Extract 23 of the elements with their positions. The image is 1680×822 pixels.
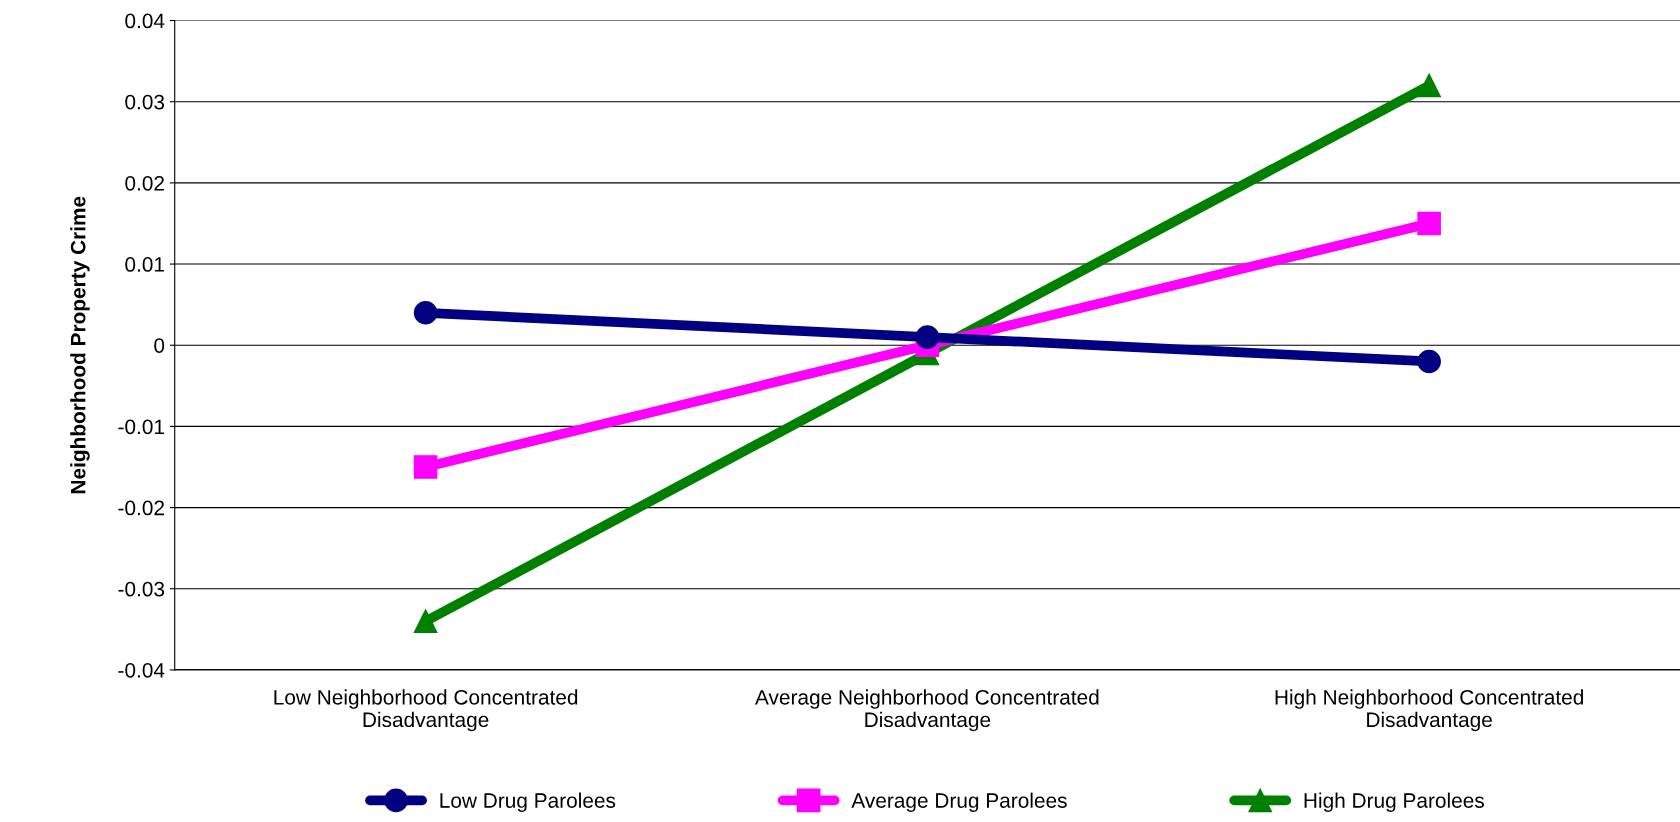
point bbox=[1417, 73, 1441, 98]
point bbox=[1417, 349, 1441, 374]
y-tick-label: 0.04 bbox=[125, 13, 165, 29]
y-tick-label: 0.02 bbox=[125, 175, 164, 191]
x-tick-label: Average Neighborhood Concentrated Disadvantage bbox=[755, 689, 1099, 732]
y-axis-title: Neighborhood Property Crime bbox=[70, 196, 90, 494]
y-tick-label: -0.03 bbox=[118, 581, 165, 597]
y-tick-label: -0.02 bbox=[118, 500, 164, 516]
point bbox=[915, 325, 940, 349]
point bbox=[413, 609, 438, 634]
point bbox=[413, 455, 438, 479]
point bbox=[1417, 211, 1441, 236]
y-tick-label: 0 bbox=[154, 338, 165, 353]
y-tick-label: -0.04 bbox=[118, 662, 165, 678]
point bbox=[413, 300, 438, 325]
x-tick-label: High Neighborhood Concentrated Disadvantage bbox=[1275, 689, 1583, 732]
y-tick-label: 0.01 bbox=[125, 257, 164, 272]
legend-label: Low Drug Parolees bbox=[440, 792, 616, 812]
y-tick-label: 0.03 bbox=[125, 94, 165, 110]
legend-label: High Drug Parolees bbox=[1304, 792, 1484, 812]
y-tick-label: -0.01 bbox=[118, 419, 164, 435]
x-tick-label: Low Neighborhood Concentrated Disadvantage bbox=[274, 689, 578, 732]
legend-label: Average Drug Parolees bbox=[851, 792, 1067, 812]
